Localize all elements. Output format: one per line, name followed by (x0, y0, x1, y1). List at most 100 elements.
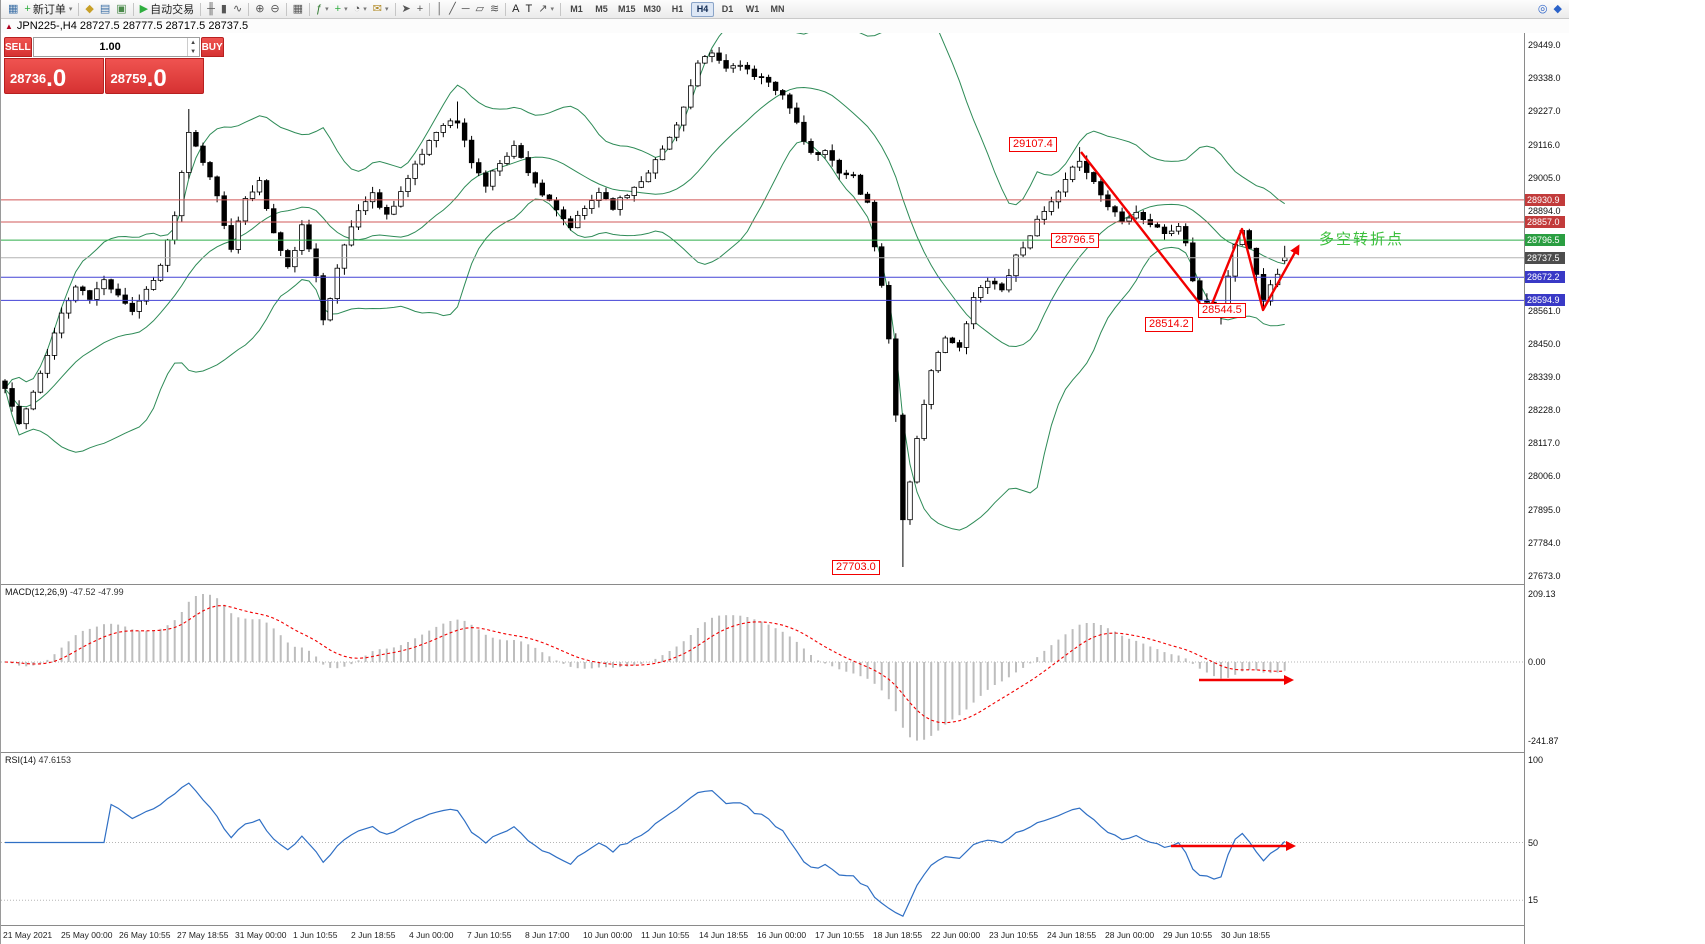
volume-up-button[interactable]: ▲ (190, 39, 197, 46)
date-label: 18 Jun 18:55 (873, 930, 923, 940)
price-scale[interactable]: 29449.0 29338.0 29227.0 29116.0 29005.0 28894… (1525, 19, 1569, 944)
text-button[interactable]: A (509, 1, 522, 17)
cursor-icon: ➤ (401, 2, 411, 15)
date-label: 23 Jun 10:55 (989, 930, 1039, 940)
auto-trading-button-label: 自动交易 (150, 4, 195, 16)
indicators-icon: ƒ (316, 2, 323, 15)
price-annotation[interactable]: 28514.2 (1145, 317, 1193, 332)
timeframe-M1[interactable]: M1 (570, 4, 583, 14)
price-tick: 27895.0 (1528, 504, 1561, 515)
timeframe-W1[interactable]: W1 (745, 4, 760, 14)
sell-price[interactable]: 28736.0 (4, 58, 104, 94)
volume-down-button[interactable]: ▼ (190, 48, 197, 55)
rsi-tick: 100 (1528, 755, 1544, 765)
profiles-button[interactable]: ▤ (97, 1, 113, 17)
trend-arrows[interactable] (1080, 151, 1300, 852)
volume-input[interactable] (33, 38, 187, 56)
note-text[interactable]: 多空转折点 (1319, 231, 1405, 248)
timeframe-M15[interactable]: M15 (617, 4, 636, 14)
templates-button[interactable]: ✉ (370, 1, 392, 17)
cursor-button[interactable]: ➤ (399, 1, 414, 17)
price-annotation[interactable]: 29107.4 (1009, 137, 1057, 152)
auto-trading-button[interactable]: ▶ 自动交易 (137, 1, 197, 17)
fibonacci-button[interactable]: ≋ (487, 1, 502, 17)
search-button[interactable]: ◎ (1535, 1, 1551, 17)
vertical-line-button[interactable]: │ (433, 1, 446, 17)
crosshair-icon: + (416, 2, 424, 15)
data-window-button[interactable]: ▣ (113, 1, 129, 17)
sell-price-main: 28736 (10, 71, 47, 86)
periods-button[interactable]: ◔ (351, 1, 370, 17)
new-order-button[interactable]: + 新订单 (21, 1, 75, 17)
date-label: 24 Jun 18:55 (1047, 930, 1097, 940)
indicators-button[interactable]: ƒ (313, 1, 332, 17)
buy-price[interactable]: 28759.0 (104, 58, 204, 94)
bars-icon: ╫ (207, 2, 215, 15)
toolbar-separator (394, 2, 396, 16)
timeframe-H1[interactable]: H1 (671, 4, 684, 14)
date-label: 22 Jun 00:00 (931, 930, 981, 940)
text-label-button[interactable]: T (523, 1, 536, 17)
price-annotation[interactable]: 28544.5 (1198, 303, 1246, 318)
zoom-out-button[interactable]: ⊖ (267, 1, 282, 17)
time-scale[interactable]: 21 May 2021 25 May 00:00 26 May 10:55 27 Ma… (1, 926, 1524, 944)
volume-spinner: ▲ ▼ (186, 38, 199, 56)
price-tick: 28894.0 (1528, 205, 1561, 216)
buy-price-main: 28759 (110, 71, 147, 86)
tile-windows-button[interactable]: ▦ (290, 1, 306, 17)
timeframe-D1[interactable]: D1 (721, 4, 734, 14)
trendline-button[interactable]: ╱ (446, 1, 459, 17)
crosshair-button[interactable]: + (414, 1, 426, 17)
macd-histogram (11, 594, 1286, 741)
text-icon: A (512, 2, 520, 15)
charts-button[interactable]: ◆ (82, 1, 96, 17)
date-label: 28 Jun 00:00 (1105, 930, 1155, 940)
timeframe-M5[interactable]: M5 (595, 4, 608, 14)
sell-button[interactable]: SELL (4, 37, 32, 57)
volume-box: ▲ ▼ (32, 37, 200, 57)
candlestick-chart-button[interactable]: ▮ (218, 1, 230, 17)
add-indicator-button[interactable]: + (332, 1, 351, 17)
price-tick: 27784.0 (1528, 537, 1561, 548)
price-tag: 28857.0 (1525, 216, 1565, 228)
arrows-icon: ↗ (538, 2, 548, 15)
buy-button[interactable]: BUY (200, 37, 224, 57)
rsi-name: RSI(14) (5, 755, 37, 765)
price-tick: 28228.0 (1528, 405, 1561, 416)
price-annotation[interactable]: 27703.0 (832, 560, 880, 575)
macd-signal-line (4, 605, 1285, 724)
toolbar-separator (248, 2, 250, 16)
rsi-line (5, 782, 1286, 918)
rsi-label: RSI(14) 47.6153 (5, 755, 71, 765)
profiles-icon: ▤ (99, 2, 111, 15)
price-tag: 28594.9 (1525, 294, 1565, 307)
channel-button[interactable]: ▱ (472, 1, 486, 17)
timeframe-M30[interactable]: M30 (643, 4, 662, 14)
zoom-out-icon: ⊖ (270, 2, 280, 15)
chart-window-icon: ▦ (8, 2, 19, 15)
trendline-icon: ╱ (449, 2, 456, 15)
horizontal-levels[interactable] (1, 199, 1524, 301)
macd-values: -47.52 -47.99 (70, 587, 124, 597)
date-label: 8 Jun 17:00 (525, 930, 570, 940)
community-button[interactable]: ◆ (1551, 1, 1565, 17)
shapes-button[interactable]: ↗ (535, 1, 557, 17)
timeframe-H4[interactable]: H4 (691, 1, 715, 17)
new-chart-button[interactable]: ▦ (5, 1, 21, 17)
line-chart-button[interactable]: ∿ (230, 1, 245, 17)
new-order-button-label: 新订单 (32, 4, 66, 16)
horizontal-line-button[interactable]: ─ (459, 1, 473, 17)
zoom-in-button[interactable]: ⊕ (252, 1, 267, 17)
timeframe-MN[interactable]: MN (770, 4, 785, 14)
mt4-window: ▦+新订单◆▤▣▶自动交易╫▮∿⊕⊖▦ƒ+◔✉➤+│╱─▱≋AT↗M1M5M15… (0, 0, 1568, 944)
bar-chart-button[interactable]: ╫ (204, 1, 218, 17)
annotations-layer: 多空转折点 29107.4 28796.5 28544.5 28514.2 27703.… (1, 0, 1569, 944)
chart-canvas[interactable] (1, 0, 1569, 944)
price-annotation[interactable]: 28796.5 (1051, 233, 1099, 248)
toolbar-separator (78, 2, 80, 16)
chart-caption-icon: ▲ (5, 21, 13, 31)
date-label: 26 May 10:55 (119, 930, 171, 940)
sell-price-frac: .0 (46, 65, 67, 92)
plus-icon: + (334, 2, 342, 15)
date-label: 2 Jun 18:55 (351, 930, 396, 940)
